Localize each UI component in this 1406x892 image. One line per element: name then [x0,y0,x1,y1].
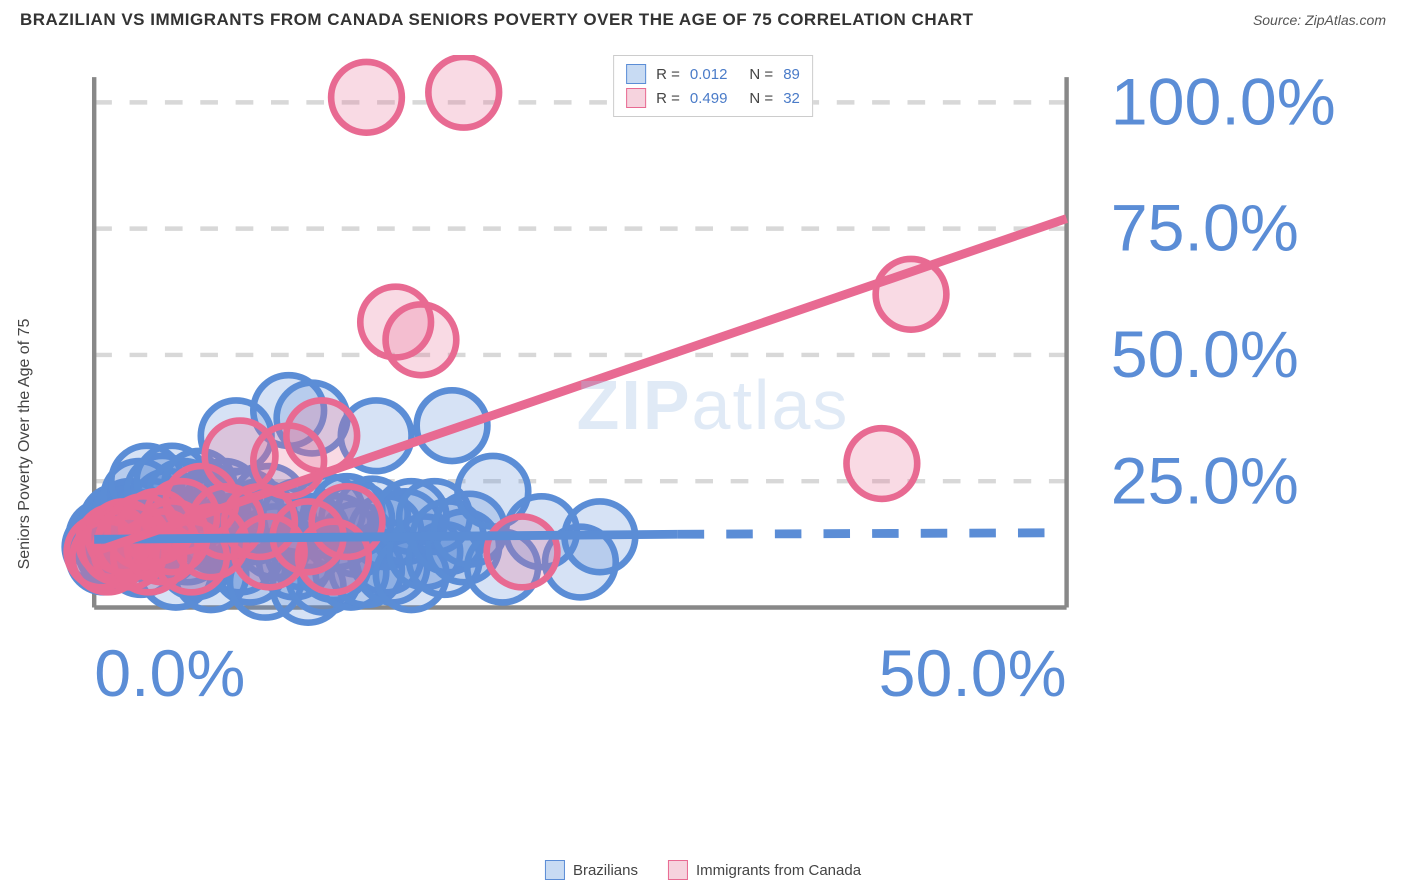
data-point [846,428,917,499]
legend-item: Brazilians [545,860,638,880]
stats-swatch [626,64,646,84]
trend-line-dashed [678,533,1067,535]
legend-item: Immigrants from Canada [668,860,861,880]
data-point [386,304,457,375]
stats-legend-box: R = 0.012 N = 89 R = 0.499 N = 32 [613,55,813,117]
data-point [286,400,357,471]
stats-r-value: 0.499 [690,90,728,107]
stats-n-value: 32 [783,90,800,107]
stats-n-label: N = [749,90,773,107]
stats-row: R = 0.499 N = 32 [626,86,800,110]
legend-swatch [545,860,565,880]
chart-source: Source: ZipAtlas.com [1253,12,1386,28]
trend-line [94,219,1066,552]
scatter-plot: 25.0% 50.0% 75.0% 100.0% 0.0% 50.0% [50,55,1376,718]
y-tick-label: 25.0% [1111,444,1299,518]
chart-header: BRAZILIAN VS IMMIGRANTS FROM CANADA SENI… [0,0,1406,35]
x-tick-label: 0.0% [94,637,245,711]
trend-line [94,534,677,539]
stats-r-value: 0.012 [690,66,728,83]
stats-n-value: 89 [783,66,800,83]
x-tick-label: 50.0% [879,637,1067,711]
data-point [428,57,499,128]
chart-area: Seniors Poverty Over the Age of 75 25.0%… [50,55,1376,832]
y-axis-label: Seniors Poverty Over the Age of 75 [16,318,34,569]
data-point [487,517,558,588]
data-point [331,62,402,133]
stats-swatch [626,88,646,108]
y-tick-label: 75.0% [1111,192,1299,266]
stats-n-label: N = [749,66,773,83]
stats-r-label: R = [656,66,680,83]
legend-label: Immigrants from Canada [696,862,861,879]
stats-row: R = 0.012 N = 89 [626,62,800,86]
legend-swatch [668,860,688,880]
legend-label: Brazilians [573,862,638,879]
data-point [312,486,383,557]
chart-title: BRAZILIAN VS IMMIGRANTS FROM CANADA SENI… [20,10,974,30]
y-tick-label: 100.0% [1111,65,1336,139]
stats-r-label: R = [656,90,680,107]
y-tick-label: 50.0% [1111,318,1299,392]
bottom-legend: Brazilians Immigrants from Canada [545,860,861,880]
